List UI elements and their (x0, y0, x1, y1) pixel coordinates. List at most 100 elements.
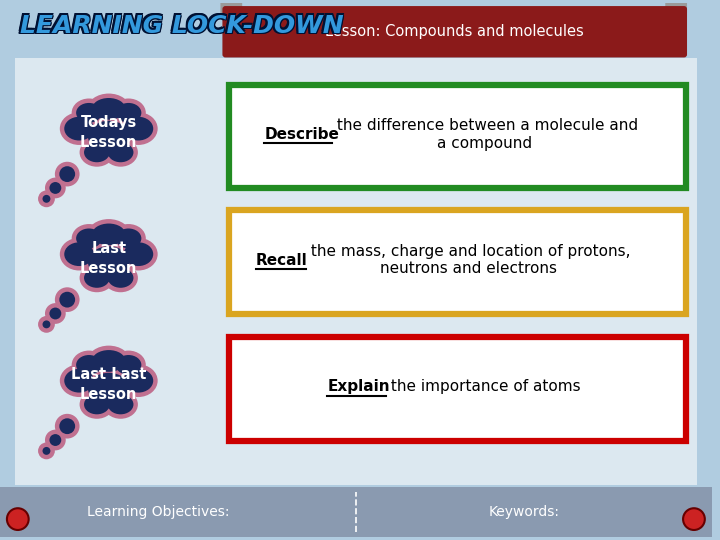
Ellipse shape (84, 395, 109, 414)
Ellipse shape (92, 98, 125, 120)
Text: Lesson: Compounds and molecules: Lesson: Compounds and molecules (325, 24, 584, 39)
Ellipse shape (42, 320, 50, 328)
FancyBboxPatch shape (15, 58, 697, 485)
Ellipse shape (42, 447, 50, 455)
Ellipse shape (60, 364, 99, 397)
Ellipse shape (88, 121, 130, 152)
Ellipse shape (94, 262, 124, 282)
Ellipse shape (59, 292, 75, 308)
Text: Learning Objectives:: Learning Objectives: (87, 505, 230, 519)
Ellipse shape (38, 442, 55, 460)
FancyBboxPatch shape (220, 0, 242, 15)
Ellipse shape (80, 264, 114, 292)
Ellipse shape (76, 355, 102, 375)
Text: the mass, charge and location of protons,
neutrons and electrons: the mass, charge and location of protons… (307, 244, 631, 276)
Ellipse shape (72, 350, 107, 379)
Ellipse shape (111, 350, 146, 379)
Ellipse shape (60, 112, 99, 145)
Ellipse shape (116, 103, 141, 123)
Ellipse shape (94, 137, 124, 156)
Ellipse shape (72, 98, 107, 127)
Ellipse shape (50, 182, 61, 194)
Text: LEARNING LOCK-DOWN: LEARNING LOCK-DOWN (19, 15, 343, 39)
FancyBboxPatch shape (665, 0, 687, 15)
FancyBboxPatch shape (222, 6, 687, 57)
Ellipse shape (92, 224, 125, 245)
Ellipse shape (119, 364, 158, 397)
Ellipse shape (45, 430, 66, 450)
Ellipse shape (124, 369, 153, 393)
Ellipse shape (124, 117, 153, 140)
Ellipse shape (84, 116, 134, 157)
Ellipse shape (76, 228, 102, 248)
Ellipse shape (64, 369, 94, 393)
Ellipse shape (55, 414, 80, 438)
Ellipse shape (119, 112, 158, 145)
Ellipse shape (94, 389, 124, 408)
FancyBboxPatch shape (230, 85, 686, 188)
Ellipse shape (116, 355, 141, 375)
Ellipse shape (38, 316, 55, 333)
Ellipse shape (88, 346, 130, 376)
Ellipse shape (55, 287, 80, 312)
Ellipse shape (80, 390, 114, 419)
Text: Keywords:: Keywords: (488, 505, 559, 519)
Ellipse shape (84, 268, 109, 288)
Ellipse shape (55, 162, 80, 186)
FancyBboxPatch shape (0, 488, 712, 537)
Text: LEARNING LOCK-DOWN: LEARNING LOCK-DOWN (18, 12, 342, 36)
Ellipse shape (45, 303, 66, 324)
Text: LEARNING LOCK-DOWN: LEARNING LOCK-DOWN (18, 15, 342, 39)
Ellipse shape (92, 350, 125, 372)
Ellipse shape (80, 138, 114, 167)
Ellipse shape (89, 132, 128, 161)
Text: Todays
Lesson: Todays Lesson (80, 115, 138, 150)
Circle shape (7, 508, 29, 530)
Text: Recall: Recall (256, 253, 307, 268)
Ellipse shape (84, 368, 134, 409)
FancyBboxPatch shape (230, 337, 686, 441)
Ellipse shape (38, 191, 55, 207)
Ellipse shape (64, 242, 94, 266)
Ellipse shape (103, 390, 138, 419)
Ellipse shape (108, 395, 133, 414)
Text: Last Last
Lesson: Last Last Lesson (71, 367, 146, 402)
Ellipse shape (108, 268, 133, 288)
Text: LEARNING LOCK-DOWN: LEARNING LOCK-DOWN (22, 14, 345, 38)
Ellipse shape (84, 242, 134, 282)
Ellipse shape (119, 238, 158, 271)
Ellipse shape (111, 98, 146, 127)
Ellipse shape (50, 434, 61, 446)
FancyBboxPatch shape (230, 210, 686, 314)
Ellipse shape (88, 246, 130, 278)
Text: Explain: Explain (328, 379, 390, 394)
Text: LEARNING LOCK-DOWN: LEARNING LOCK-DOWN (19, 14, 343, 38)
Circle shape (683, 508, 705, 530)
Ellipse shape (108, 143, 133, 162)
Ellipse shape (88, 93, 130, 124)
Ellipse shape (116, 228, 141, 248)
Ellipse shape (59, 166, 75, 182)
Ellipse shape (72, 224, 107, 253)
Text: the importance of atoms: the importance of atoms (386, 379, 581, 394)
Ellipse shape (76, 103, 102, 123)
Text: Describe: Describe (264, 127, 339, 142)
Ellipse shape (103, 138, 138, 167)
Ellipse shape (124, 242, 153, 266)
Text: Last
Lesson: Last Lesson (80, 241, 138, 275)
Ellipse shape (111, 224, 146, 253)
Ellipse shape (42, 195, 50, 203)
Ellipse shape (64, 117, 94, 140)
Text: the difference between a molecule and
a compound: the difference between a molecule and a … (332, 118, 638, 151)
Ellipse shape (60, 238, 99, 271)
Ellipse shape (103, 264, 138, 292)
Ellipse shape (89, 258, 128, 286)
Text: LEARNING LOCK-DOWN: LEARNING LOCK-DOWN (22, 12, 345, 36)
Ellipse shape (84, 143, 109, 162)
Ellipse shape (88, 219, 130, 249)
FancyBboxPatch shape (0, 3, 712, 537)
Ellipse shape (89, 384, 128, 413)
Ellipse shape (59, 418, 75, 434)
Text: LEARNING LOCK-DOWN: LEARNING LOCK-DOWN (19, 12, 343, 36)
Ellipse shape (50, 308, 61, 320)
